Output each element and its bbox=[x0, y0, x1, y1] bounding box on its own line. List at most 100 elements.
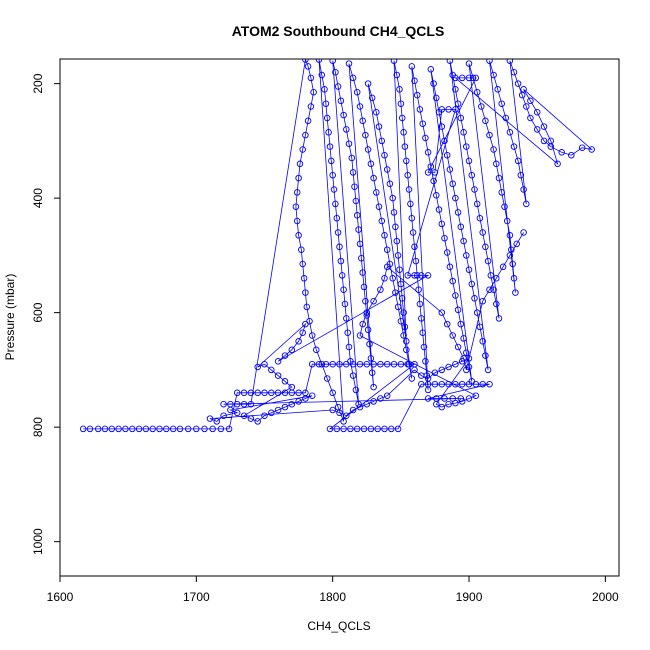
data-point bbox=[292, 203, 300, 210]
data-point bbox=[411, 77, 418, 85]
data-point bbox=[490, 146, 497, 153]
data-point bbox=[472, 74, 480, 82]
data-point bbox=[318, 360, 326, 368]
data-point bbox=[443, 320, 451, 328]
data-point bbox=[360, 425, 368, 433]
data-point bbox=[405, 186, 413, 193]
data-point bbox=[366, 340, 373, 348]
data-point bbox=[333, 425, 341, 433]
data-point bbox=[416, 106, 424, 113]
data-point bbox=[281, 378, 289, 385]
data-point bbox=[135, 425, 143, 433]
data-point bbox=[367, 355, 375, 362]
data-point bbox=[397, 317, 405, 325]
data-point bbox=[233, 389, 241, 397]
data-point bbox=[468, 378, 476, 385]
data-point bbox=[422, 358, 429, 365]
data-point bbox=[390, 360, 398, 368]
data-point bbox=[452, 106, 459, 113]
data-point bbox=[348, 154, 356, 162]
data-point bbox=[340, 418, 347, 425]
data-point bbox=[487, 272, 495, 279]
data-point bbox=[340, 425, 347, 433]
data-point bbox=[360, 283, 368, 291]
data-point bbox=[383, 263, 391, 271]
data-point bbox=[513, 240, 520, 248]
data-point bbox=[268, 389, 275, 397]
data-point bbox=[86, 425, 94, 433]
data-point bbox=[359, 117, 366, 125]
data-point bbox=[353, 212, 361, 219]
data-point bbox=[540, 137, 548, 145]
data-point bbox=[373, 108, 380, 116]
data-point bbox=[363, 400, 371, 408]
data-point bbox=[418, 380, 425, 388]
data-point bbox=[261, 412, 268, 419]
data-point bbox=[295, 389, 302, 397]
data-point bbox=[411, 243, 418, 251]
data-point bbox=[370, 398, 377, 405]
data-point bbox=[460, 335, 467, 342]
data-point bbox=[578, 144, 586, 151]
data-point bbox=[482, 243, 489, 251]
data-point bbox=[493, 300, 500, 308]
data-point bbox=[460, 129, 467, 136]
data-point bbox=[304, 63, 312, 70]
data-point bbox=[329, 59, 336, 64]
data-point bbox=[458, 380, 466, 388]
data-point bbox=[163, 425, 170, 433]
data-point bbox=[209, 425, 216, 433]
data-point bbox=[101, 425, 109, 433]
plot-area bbox=[79, 59, 595, 433]
data-point bbox=[381, 275, 388, 282]
data-point bbox=[479, 380, 486, 388]
data-point bbox=[337, 257, 345, 265]
data-point bbox=[345, 60, 353, 67]
data-point bbox=[315, 360, 323, 368]
data-point bbox=[370, 174, 377, 182]
data-point bbox=[299, 329, 306, 336]
data-point bbox=[438, 123, 446, 130]
data-point bbox=[227, 406, 234, 414]
data-point bbox=[363, 312, 371, 319]
data-point bbox=[329, 389, 336, 397]
data-point bbox=[484, 366, 492, 374]
data-point bbox=[446, 59, 454, 64]
data-point bbox=[240, 389, 248, 397]
data-point bbox=[473, 200, 481, 208]
data-point bbox=[374, 425, 381, 433]
data-point bbox=[412, 257, 420, 265]
data-point bbox=[318, 71, 326, 79]
data-point bbox=[438, 220, 446, 228]
data-point bbox=[332, 68, 339, 76]
data-point bbox=[293, 189, 301, 196]
data-point bbox=[486, 59, 493, 64]
data-point bbox=[307, 103, 315, 110]
data-point bbox=[295, 232, 302, 239]
y-tick-label: 200 bbox=[31, 73, 45, 93]
data-point bbox=[478, 103, 485, 110]
data-point bbox=[295, 398, 302, 405]
data-point bbox=[254, 418, 261, 425]
data-point bbox=[362, 131, 369, 139]
data-point bbox=[473, 309, 481, 316]
data-point bbox=[438, 403, 446, 411]
data-point bbox=[352, 386, 360, 394]
data-point bbox=[419, 329, 426, 336]
data-point bbox=[233, 400, 241, 408]
data-point bbox=[424, 272, 432, 279]
data-point bbox=[401, 323, 409, 331]
data-point bbox=[473, 88, 481, 96]
data-point bbox=[142, 425, 150, 433]
data-point bbox=[386, 180, 394, 188]
data-point bbox=[403, 338, 410, 345]
data-point bbox=[408, 63, 416, 70]
data-point bbox=[337, 97, 345, 105]
data-point bbox=[169, 425, 177, 433]
data-point bbox=[397, 360, 405, 368]
x-axis: 1600 1700 1800 1900 2000 bbox=[47, 576, 619, 604]
data-point bbox=[296, 160, 304, 168]
data-point bbox=[494, 86, 501, 93]
data-point bbox=[457, 114, 465, 122]
